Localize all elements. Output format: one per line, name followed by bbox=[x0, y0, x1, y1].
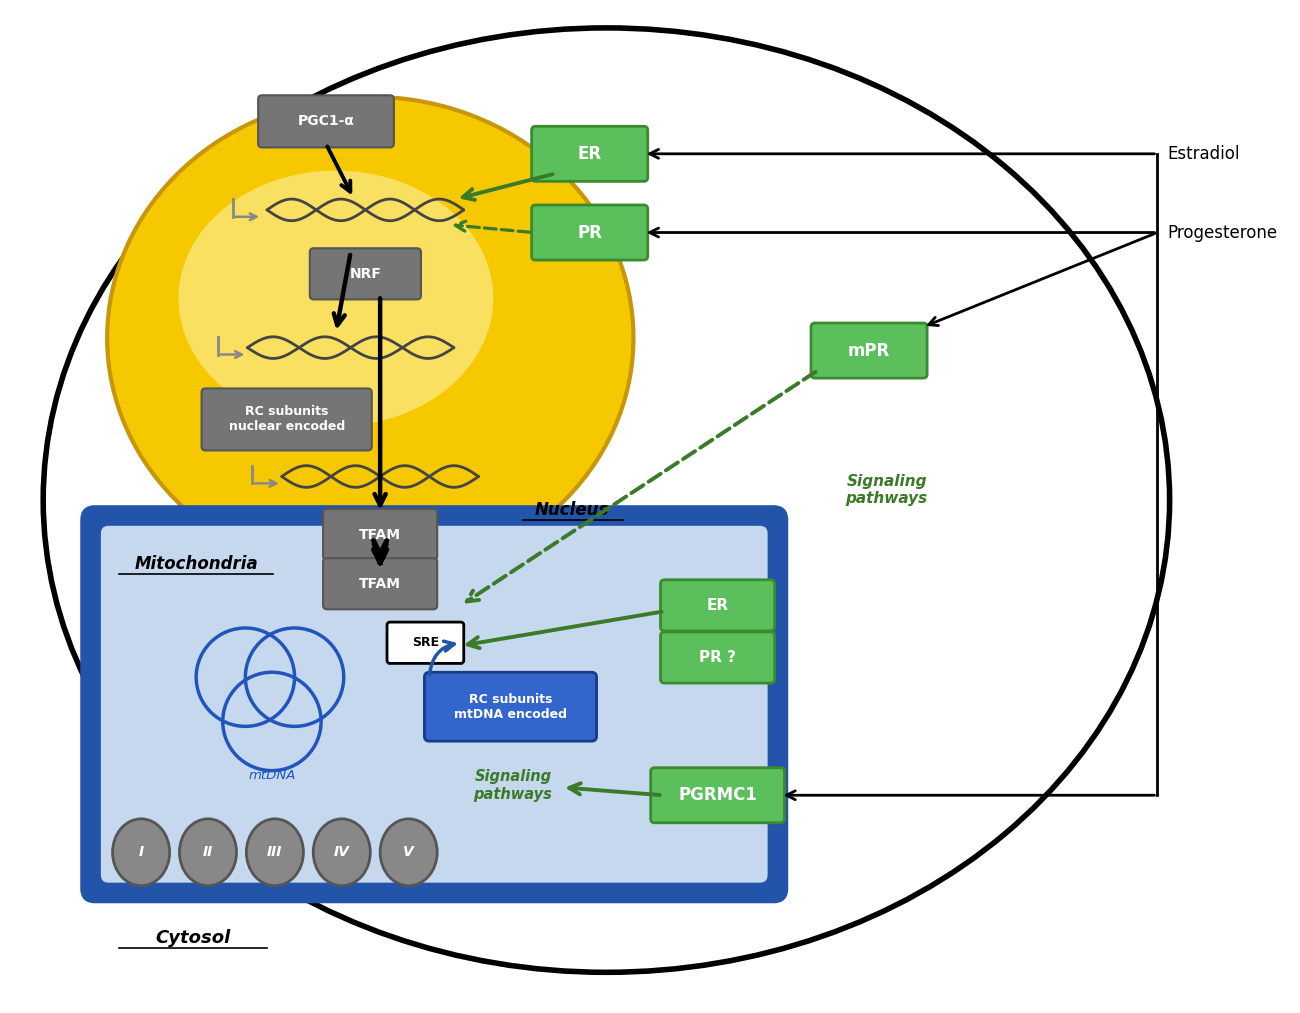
Text: SRE: SRE bbox=[412, 636, 439, 649]
FancyBboxPatch shape bbox=[324, 509, 437, 560]
FancyBboxPatch shape bbox=[532, 205, 647, 260]
Text: Nucleus: Nucleus bbox=[534, 501, 610, 519]
Text: Cytosol: Cytosol bbox=[156, 929, 231, 947]
Text: RC subunits
nuclear encoded: RC subunits nuclear encoded bbox=[229, 405, 344, 434]
Ellipse shape bbox=[43, 28, 1170, 972]
FancyBboxPatch shape bbox=[660, 632, 775, 683]
Text: Mitochondria: Mitochondria bbox=[134, 555, 257, 573]
Text: Estradiol: Estradiol bbox=[1167, 145, 1240, 163]
Text: mPR: mPR bbox=[848, 341, 891, 360]
Text: Signaling
pathways: Signaling pathways bbox=[473, 769, 552, 801]
FancyBboxPatch shape bbox=[387, 622, 464, 664]
Text: PR: PR bbox=[577, 224, 602, 241]
Text: TFAM: TFAM bbox=[359, 528, 402, 542]
FancyBboxPatch shape bbox=[324, 558, 437, 609]
Text: PGRMC1: PGRMC1 bbox=[679, 786, 757, 804]
Text: Signaling
pathways: Signaling pathways bbox=[846, 474, 928, 506]
Text: RC subunits
mtDNA encoded: RC subunits mtDNA encoded bbox=[455, 693, 568, 720]
FancyBboxPatch shape bbox=[660, 579, 775, 631]
Text: ER: ER bbox=[577, 145, 602, 163]
Text: TFAM: TFAM bbox=[359, 576, 402, 591]
Text: PR ?: PR ? bbox=[699, 650, 736, 665]
Ellipse shape bbox=[107, 97, 633, 578]
FancyBboxPatch shape bbox=[259, 95, 394, 148]
FancyBboxPatch shape bbox=[811, 323, 927, 378]
Text: PGC1-α: PGC1-α bbox=[298, 114, 355, 129]
Ellipse shape bbox=[113, 819, 169, 885]
Text: NRF: NRF bbox=[350, 266, 381, 281]
FancyBboxPatch shape bbox=[99, 524, 770, 884]
Ellipse shape bbox=[246, 819, 303, 885]
Text: II: II bbox=[203, 845, 213, 859]
Text: Progesterone: Progesterone bbox=[1167, 224, 1278, 241]
FancyBboxPatch shape bbox=[83, 508, 785, 901]
Text: IV: IV bbox=[334, 845, 350, 859]
Text: I: I bbox=[139, 845, 143, 859]
Ellipse shape bbox=[178, 170, 493, 426]
Text: V: V bbox=[403, 845, 413, 859]
FancyBboxPatch shape bbox=[309, 248, 421, 300]
Ellipse shape bbox=[380, 819, 437, 885]
Text: mtDNA: mtDNA bbox=[248, 769, 295, 782]
Text: ER: ER bbox=[706, 598, 728, 613]
Ellipse shape bbox=[179, 819, 237, 885]
FancyBboxPatch shape bbox=[424, 673, 597, 742]
FancyBboxPatch shape bbox=[651, 768, 784, 823]
FancyBboxPatch shape bbox=[532, 127, 647, 181]
Text: III: III bbox=[268, 845, 282, 859]
Ellipse shape bbox=[313, 819, 370, 885]
FancyBboxPatch shape bbox=[202, 388, 372, 451]
